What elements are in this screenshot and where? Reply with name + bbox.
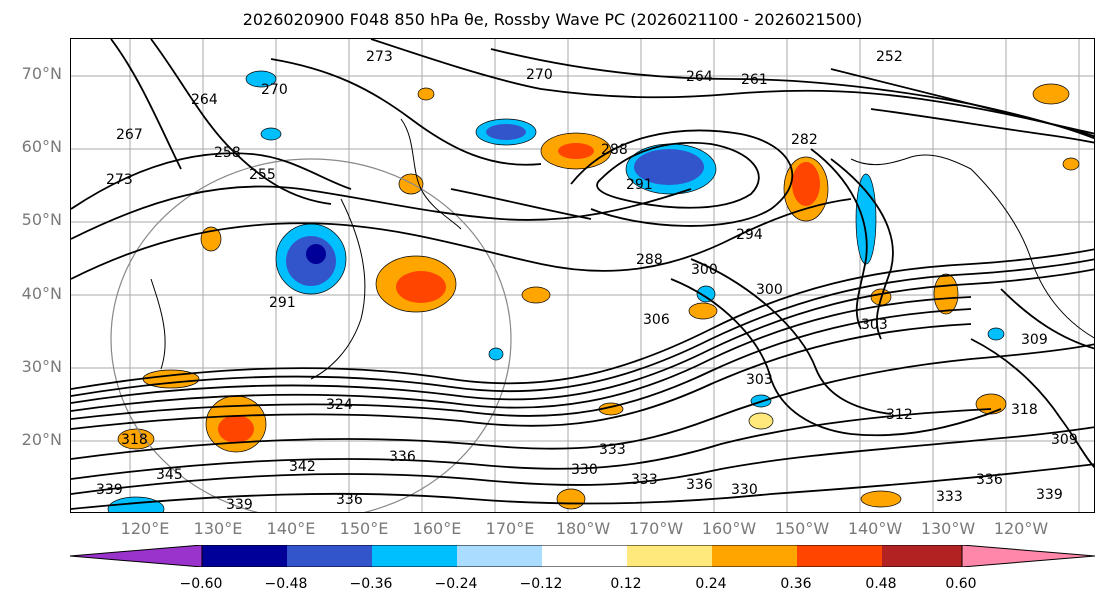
colorbar-tick: −0.24	[434, 576, 478, 592]
theta-e-contours	[71, 39, 1094, 510]
colorbar-extend-min	[70, 545, 203, 567]
contour-label: 318	[1011, 402, 1038, 418]
contour-label: 300	[691, 262, 718, 278]
colorbar-segment	[542, 545, 627, 567]
contour-label: 291	[626, 177, 653, 193]
contour-label: 333	[631, 472, 658, 488]
contour-label: 324	[326, 397, 353, 413]
contour-label: 288	[636, 252, 663, 268]
colorbar	[70, 545, 1095, 567]
map-panel[interactable]: 273 270 264 261 252 264 270 267 258 255 …	[70, 38, 1095, 513]
contour-label: 267	[116, 127, 143, 143]
contour-label: 273	[366, 49, 393, 65]
contour-label: 336	[976, 472, 1003, 488]
lat-label-30: 30°N	[21, 357, 62, 376]
colorbar-segment	[712, 545, 797, 567]
contour-label: 336	[389, 449, 416, 465]
contour-label: 270	[526, 67, 553, 83]
colorbar-tick: 0.24	[695, 576, 727, 592]
lon-label-140w: 140°W	[847, 519, 903, 538]
lat-label-50: 50°N	[21, 210, 62, 229]
contour-label: 291	[269, 295, 296, 311]
lon-label-120w: 120°W	[993, 519, 1049, 538]
contour-label: 288	[601, 142, 628, 158]
contour-label: 309	[1021, 332, 1048, 348]
page-title: 2026020900 F048 850 hPa θe, Rossby Wave …	[242, 10, 863, 29]
lon-label-140e: 140°E	[266, 519, 316, 538]
contour-label: 264	[686, 69, 713, 85]
coastlines	[150, 118, 1094, 380]
contour-label: 342	[289, 459, 316, 475]
contour-label: 294	[736, 227, 763, 243]
contour-label: 300	[756, 282, 783, 298]
colorbar-extend-max	[961, 545, 1095, 567]
colorbar-segment	[797, 545, 882, 567]
contour-label: 264	[191, 92, 218, 108]
contour-label: 306	[643, 312, 670, 328]
colorbar-tick: 0.60	[945, 576, 977, 592]
contour-label: 330	[731, 482, 758, 498]
contour-label: 339	[226, 497, 253, 513]
lat-label-60: 60°N	[21, 137, 62, 156]
contour-label: 261	[741, 72, 768, 88]
colorbar-segment	[457, 545, 542, 567]
contour-label: 312	[886, 407, 913, 423]
colorbar-tick: 0.12	[610, 576, 642, 592]
contour-label: 345	[156, 467, 183, 483]
lon-label-180w: 180°W	[555, 519, 611, 538]
lon-label-130w: 130°W	[920, 519, 976, 538]
lon-label-170e: 170°E	[485, 519, 535, 538]
colorbar-tick: −0.60	[179, 576, 223, 592]
contour-label: 330	[571, 462, 598, 478]
colorbar-tick: −0.12	[519, 576, 563, 592]
colorbar-tick: 0.48	[865, 576, 897, 592]
lon-label-170w: 170°W	[628, 519, 684, 538]
contour-label: 252	[876, 49, 903, 65]
lon-label-160w: 160°W	[701, 519, 757, 538]
lon-label-160e: 160°E	[412, 519, 462, 538]
colorbar-segment	[372, 545, 457, 567]
contour-label: 270	[261, 82, 288, 98]
lon-label-150w: 150°W	[774, 519, 830, 538]
contour-label: 303	[746, 372, 773, 388]
contour-label: 282	[791, 132, 818, 148]
colorbar-tick: −0.48	[264, 576, 308, 592]
colorbar-outline	[201, 545, 963, 567]
contour-label: 309	[1051, 432, 1078, 448]
lat-label-40: 40°N	[21, 284, 62, 303]
contour-label: 318	[121, 432, 148, 448]
lat-label-20: 20°N	[21, 430, 62, 449]
great-circle	[110, 158, 512, 512]
lon-label-120e: 120°E	[120, 519, 170, 538]
contour-label: 255	[249, 167, 276, 183]
contour-label: 339	[96, 482, 123, 498]
lat-label-70: 70°N	[21, 64, 62, 83]
contour-label: 339	[1036, 487, 1063, 503]
map-svg: 273 270 264 261 252 264 270 267 258 255 …	[71, 39, 1094, 513]
contour-label: 336	[336, 492, 363, 508]
colorbar-segment	[627, 545, 712, 567]
colorbar-tick: −0.36	[349, 576, 393, 592]
contour-label: 303	[861, 317, 888, 333]
contour-label-group: 273 270 264 261 252 264 270 267 258 255 …	[96, 49, 1078, 513]
lon-label-130e: 130°E	[193, 519, 243, 538]
lon-label-150e: 150°E	[339, 519, 389, 538]
colorbar-segment	[202, 545, 287, 567]
colorbar-tick: 0.36	[780, 576, 812, 592]
contour-label: 273	[106, 172, 133, 188]
contour-label: 333	[936, 489, 963, 505]
colorbar-segment	[882, 545, 962, 567]
colorbar-segment	[287, 545, 372, 567]
contour-label: 333	[599, 442, 626, 458]
contour-label: 336	[686, 477, 713, 493]
contour-label: 258	[214, 145, 241, 161]
